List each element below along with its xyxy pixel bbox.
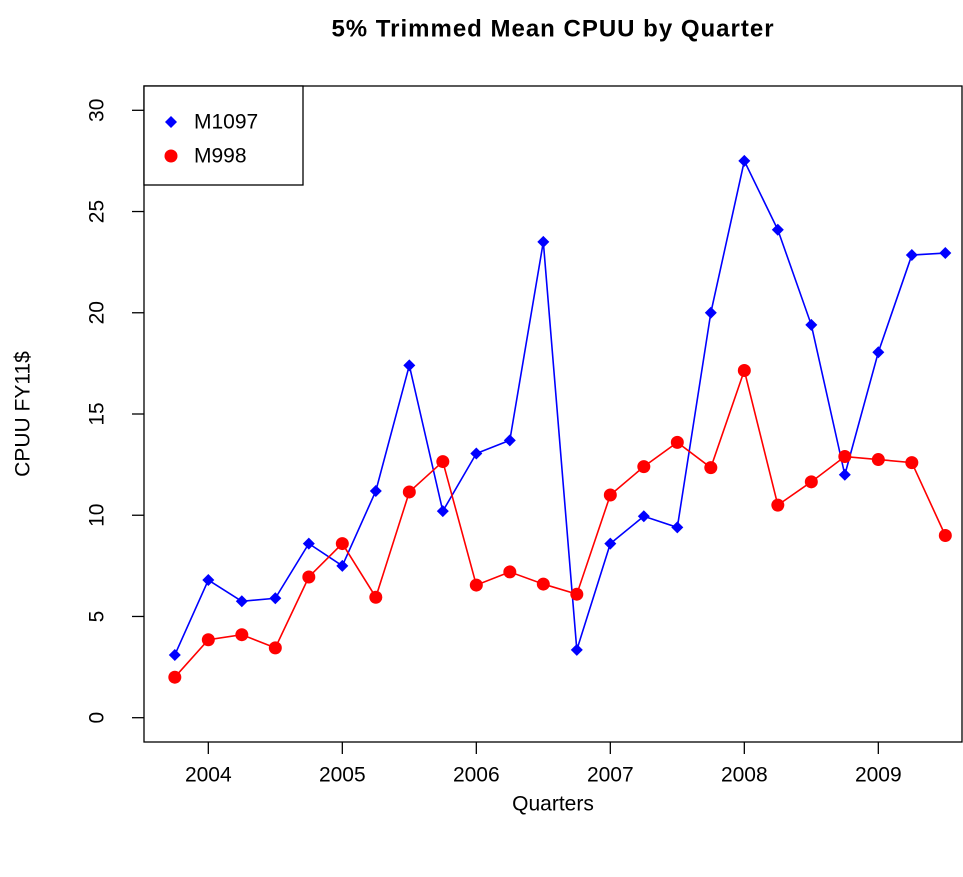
data-point — [402, 485, 416, 499]
x-tick-label: 2005 — [319, 764, 366, 787]
data-point — [604, 537, 617, 550]
chart-title: 5% Trimmed Mean CPUU by Quarter — [331, 15, 774, 42]
data-point — [704, 461, 718, 475]
data-point — [168, 670, 182, 684]
data-point — [738, 154, 751, 167]
y-tick-label: 25 — [86, 200, 109, 223]
y-tick-label: 0 — [86, 712, 109, 724]
series-line — [174, 158, 946, 656]
data-point — [737, 363, 751, 377]
legend-box — [143, 85, 304, 186]
data-point — [905, 249, 918, 262]
data-point — [536, 577, 550, 591]
data-point — [336, 559, 349, 572]
data-point — [235, 595, 248, 608]
data-point — [235, 628, 249, 642]
data-point — [637, 510, 650, 523]
data-point — [704, 306, 717, 319]
data-point — [403, 359, 416, 372]
data-point — [503, 565, 517, 579]
x-tick-label: 2009 — [855, 764, 902, 787]
data-point — [838, 468, 851, 481]
data-point — [302, 537, 315, 550]
y-tick-label: 10 — [86, 504, 109, 527]
data-point — [939, 247, 952, 260]
data-point — [804, 475, 818, 489]
data-point — [905, 456, 919, 470]
legend-label: M998 — [194, 145, 247, 168]
data-point — [771, 223, 784, 236]
x-tick-label: 2007 — [587, 764, 634, 787]
data-point — [302, 570, 316, 584]
legend-marker — [164, 149, 178, 163]
legend-label: M1097 — [194, 111, 258, 134]
data-point — [637, 460, 651, 474]
data-point — [202, 574, 215, 587]
data-point — [570, 587, 584, 601]
data-point — [201, 633, 215, 647]
y-tick-label: 20 — [86, 301, 109, 324]
data-point — [670, 435, 684, 449]
legend-marker — [165, 116, 177, 128]
data-point — [537, 235, 550, 248]
data-point — [335, 537, 349, 551]
data-point — [570, 643, 583, 656]
x-tick-label: 2004 — [185, 764, 232, 787]
data-point — [268, 641, 282, 655]
x-axis-label: Quarters — [512, 793, 594, 816]
y-tick-label: 5 — [86, 611, 109, 623]
data-point — [436, 505, 449, 518]
data-point — [872, 346, 885, 359]
data-point — [838, 450, 852, 464]
data-point — [503, 434, 516, 447]
data-point — [369, 590, 383, 604]
data-point — [168, 648, 181, 661]
x-tick-label: 2006 — [453, 764, 500, 787]
series-line — [174, 367, 947, 678]
y-tick-label: 15 — [86, 402, 109, 425]
data-point — [603, 488, 617, 502]
data-point — [938, 528, 952, 542]
data-point — [469, 578, 483, 592]
data-point — [771, 498, 785, 512]
x-tick-label: 2008 — [721, 764, 768, 787]
data-point — [871, 453, 885, 467]
data-point — [671, 521, 684, 534]
y-tick-label: 30 — [86, 99, 109, 122]
data-point — [369, 484, 382, 497]
data-point — [436, 455, 450, 469]
data-point — [269, 592, 282, 605]
data-point — [470, 447, 483, 460]
data-point — [805, 318, 818, 331]
y-axis-label: CPUU FY11$ — [12, 351, 35, 477]
